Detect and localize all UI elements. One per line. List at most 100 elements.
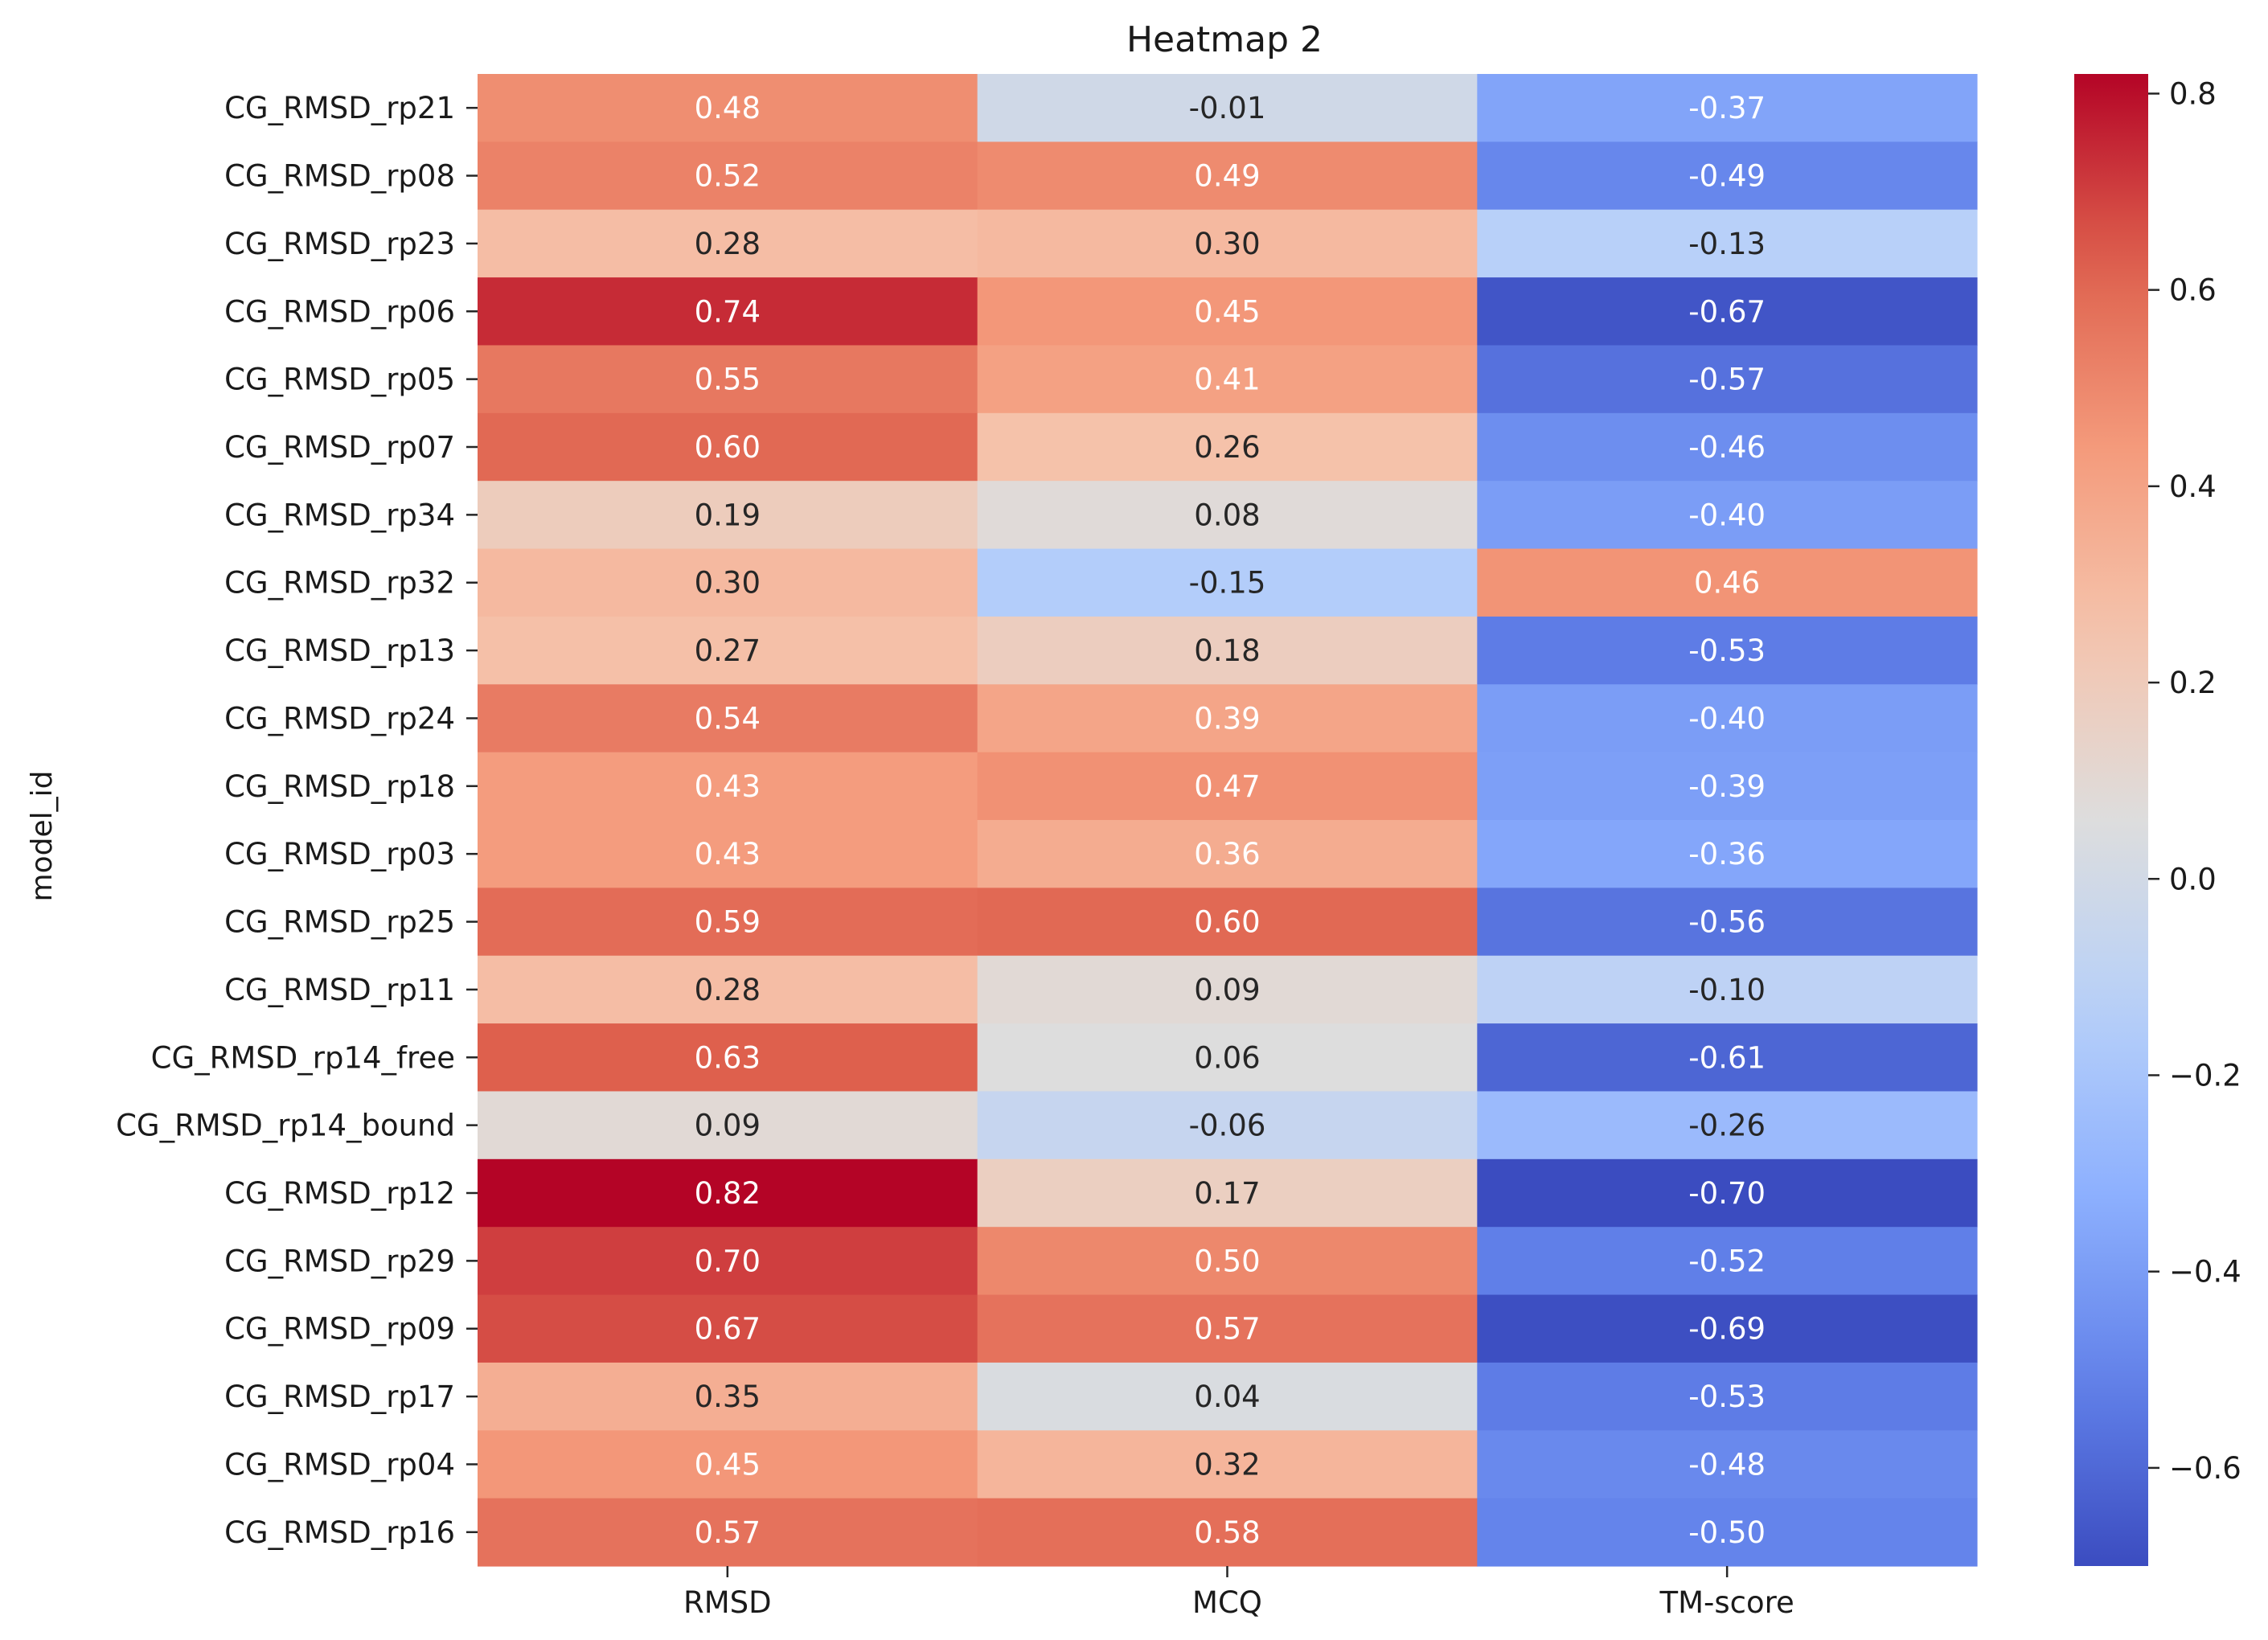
- y-tick-label: CG_RMSD_rp05: [224, 363, 455, 397]
- heatmap-cell: [977, 1362, 1478, 1431]
- colorbar-tick-label: 0.4: [2169, 469, 2217, 504]
- heatmap-cell: [1477, 1091, 1978, 1160]
- cell-value-label: 0.45: [695, 1447, 761, 1482]
- y-axis-ticks: CG_RMSD_rp21 CG_RMSD_rp08 CG_RMSD_rp23 CG_R…: [116, 91, 478, 1550]
- cell-value-label: -0.67: [1688, 294, 1766, 329]
- heatmap-cell: [1477, 820, 1978, 888]
- cell-value-label: -0.15: [1189, 566, 1266, 601]
- cell-value-label: 0.09: [1194, 973, 1260, 1007]
- heatmap-cell: [1477, 888, 1978, 957]
- heatmap-cell: [977, 752, 1478, 821]
- cell-value-label: -0.36: [1688, 837, 1766, 871]
- heatmap-cell: [977, 1430, 1478, 1499]
- cell-value-label: 0.47: [1194, 769, 1260, 804]
- heatmap-cell: [478, 888, 978, 957]
- cell-value-label: 0.55: [695, 363, 761, 397]
- cell-value-label: 0.59: [695, 905, 761, 940]
- heatmap-cell: [1477, 1430, 1978, 1499]
- y-axis-label: model_id: [26, 771, 59, 902]
- cell-value-label: 0.82: [695, 1176, 761, 1211]
- heatmap-cell: [1477, 209, 1978, 278]
- y-tick-label: CG_RMSD_rp25: [224, 905, 455, 940]
- heatmap-cell: [1477, 481, 1978, 550]
- heatmap-cell: [977, 955, 1478, 1024]
- heatmap-cell: [1477, 752, 1978, 821]
- heatmap-cell: [977, 684, 1478, 753]
- cell-value-label: 0.09: [695, 1109, 761, 1143]
- cell-value-label: 0.70: [695, 1244, 761, 1278]
- cell-value-label: 0.28: [695, 227, 761, 261]
- cell-value-label: 0.18: [1194, 633, 1260, 668]
- cell-value-label: 0.43: [695, 769, 761, 804]
- chart-title: Heatmap 2: [1126, 19, 1323, 60]
- cell-value-label: 0.36: [1194, 837, 1260, 871]
- heatmap-cell: [1477, 955, 1978, 1024]
- cell-value-label: 0.43: [695, 837, 761, 871]
- cell-value-label: -0.50: [1688, 1515, 1766, 1550]
- y-tick-label: CG_RMSD_rp07: [224, 430, 455, 465]
- colorbar: 0.8 0.6 0.4 0.2 0.0 −0.2 −0.4 −0.6: [2074, 74, 2241, 1566]
- x-tick-label: RMSD: [683, 1585, 772, 1620]
- colorbar-tick-label: −0.6: [2169, 1451, 2241, 1486]
- cell-value-label: 0.08: [1194, 498, 1260, 532]
- heatmap-cell: [1477, 141, 1978, 211]
- y-tick-label: CG_RMSD_rp14_free: [151, 1040, 455, 1075]
- y-tick-label: CG_RMSD_rp11: [224, 973, 455, 1007]
- heatmap-cell: [977, 481, 1478, 550]
- heatmap-cell: [977, 412, 1478, 482]
- cell-value-label: -0.57: [1688, 363, 1766, 397]
- y-tick-label: CG_RMSD_rp16: [224, 1515, 455, 1550]
- cell-value-label: 0.19: [695, 498, 761, 532]
- cell-value-label: 0.50: [1194, 1244, 1260, 1278]
- heatmap-cell: [1477, 412, 1978, 482]
- cell-value-label: -0.70: [1688, 1176, 1766, 1211]
- cell-value-label: 0.28: [695, 973, 761, 1007]
- cell-value-label: 0.41: [1194, 363, 1260, 397]
- cell-value-label: -0.46: [1688, 430, 1766, 465]
- cell-value-label: 0.32: [1194, 1447, 1260, 1482]
- cell-value-label: 0.67: [695, 1312, 761, 1347]
- heatmap-cell: [478, 1023, 978, 1093]
- cell-value-label: 0.30: [1194, 227, 1260, 261]
- cell-value-label: -0.37: [1688, 91, 1766, 125]
- cell-value-label: -0.39: [1688, 769, 1766, 804]
- heatmap-cell: [977, 888, 1478, 957]
- heatmap-cell: [977, 820, 1478, 888]
- heatmap-cell: [1477, 1362, 1978, 1431]
- cell-value-label: -0.69: [1688, 1312, 1766, 1347]
- heatmap-cell: [977, 1227, 1478, 1296]
- colorbar-tick-label: 0.2: [2169, 666, 2217, 700]
- y-tick-label: CG_RMSD_rp09: [224, 1312, 455, 1347]
- cell-value-label: -0.49: [1688, 159, 1766, 194]
- y-tick-label: CG_RMSD_rp14_bound: [116, 1109, 455, 1143]
- heatmap-cell: [478, 1362, 978, 1431]
- heatmap-cell: [478, 1294, 978, 1363]
- heatmap-cell: [977, 1023, 1478, 1093]
- heatmap-cell: [478, 955, 978, 1024]
- heatmap-cell: [1477, 548, 1978, 617]
- x-axis-ticks: RMSD MCQ TM-score: [683, 1566, 1794, 1620]
- y-tick-label: CG_RMSD_rp32: [224, 566, 455, 601]
- heatmap-cell: [977, 345, 1478, 414]
- heatmap-cell: [478, 412, 978, 482]
- heatmap-cell: [977, 616, 1478, 685]
- colorbar-tick-label: 0.8: [2169, 76, 2217, 111]
- heatmap-cells: [478, 74, 1978, 1567]
- cell-value-label: 0.49: [1194, 159, 1260, 194]
- heatmap-cell: [977, 141, 1478, 211]
- heatmap-cell: [478, 345, 978, 414]
- heatmap-cell: [977, 74, 1478, 142]
- cell-value-label: 0.74: [695, 294, 761, 329]
- cell-value-label: -0.52: [1688, 1244, 1766, 1278]
- heatmap-cell: [478, 209, 978, 278]
- cell-value-label: 0.57: [1194, 1312, 1260, 1347]
- cell-value-label: 0.46: [1694, 566, 1760, 601]
- cell-value-label: -0.26: [1688, 1109, 1766, 1143]
- heatmap-cell: [1477, 74, 1978, 142]
- cell-value-label: 0.60: [1194, 905, 1260, 940]
- heatmap-cell: [478, 74, 978, 142]
- cell-value-label: 0.63: [695, 1040, 761, 1075]
- heatmap-cell: [1477, 1023, 1978, 1093]
- colorbar-gradient: [2074, 74, 2148, 1566]
